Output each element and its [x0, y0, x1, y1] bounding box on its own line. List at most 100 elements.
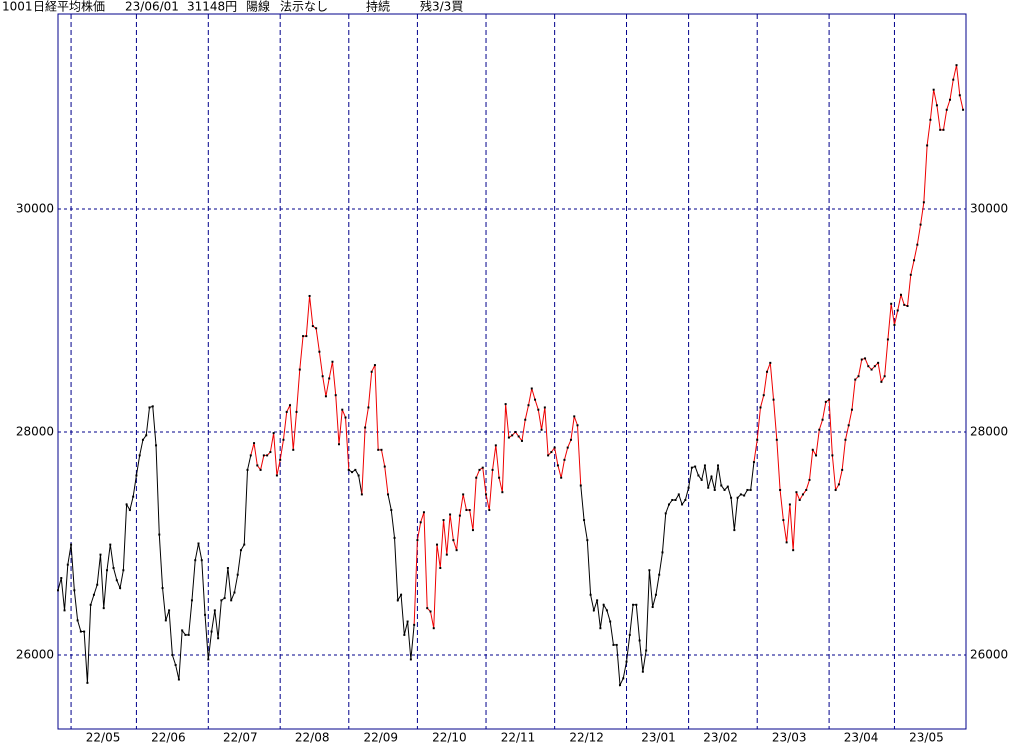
price-dot [351, 471, 354, 474]
price-dot [83, 630, 86, 633]
y-tick-label: 28000 [16, 424, 54, 438]
price-dot [449, 513, 452, 516]
price-dot [710, 475, 713, 478]
price-dot [298, 368, 301, 371]
price-dot [684, 498, 687, 501]
price-dot [135, 474, 138, 477]
price-dot [331, 360, 334, 363]
price-dot [609, 620, 612, 623]
price-dot [919, 223, 922, 226]
price-dot [530, 387, 533, 390]
price-line [250, 295, 350, 476]
price-dot [717, 464, 720, 467]
price-dot [733, 529, 736, 532]
price-dot [344, 416, 347, 419]
price-dot [181, 629, 184, 632]
price-dot [677, 493, 680, 496]
price-dot [360, 493, 363, 496]
price-dot [439, 567, 442, 570]
price-dot [818, 428, 821, 431]
price-dot [932, 88, 935, 91]
price-dot [615, 643, 618, 646]
price-dot [220, 599, 223, 602]
price-dot [373, 364, 376, 367]
price-dot [367, 406, 370, 409]
price-dot [282, 438, 285, 441]
price-dot [654, 593, 657, 596]
price-dot [726, 485, 729, 488]
price-dot [171, 653, 174, 656]
price-dot [387, 493, 390, 496]
price-dot [821, 418, 824, 421]
price-dot [870, 368, 873, 371]
price-dot [249, 454, 252, 457]
price-dot [115, 579, 118, 582]
price-dot [194, 559, 197, 562]
price-dot [70, 543, 73, 546]
price-dot [141, 438, 144, 441]
price-dot [899, 293, 902, 296]
price-dot [795, 491, 798, 494]
price-dot [419, 521, 422, 524]
price-dot [86, 681, 89, 684]
price-dot [658, 573, 661, 576]
price-dot [667, 503, 670, 506]
price-dot [661, 551, 664, 554]
price-dot [462, 493, 465, 496]
price-dot [266, 454, 269, 457]
price-dot [945, 108, 948, 111]
price-dot [507, 436, 510, 439]
price-dot [520, 439, 523, 442]
price-dot [106, 569, 109, 572]
price-dot [76, 619, 79, 622]
price-dot [556, 464, 559, 467]
price-dot [798, 498, 801, 501]
price-dot [122, 569, 125, 572]
price-dot [308, 294, 311, 297]
price-line [387, 494, 415, 660]
price-dot [471, 529, 474, 532]
price-dot [700, 478, 703, 481]
price-dot [174, 664, 177, 667]
price-dot [831, 454, 834, 457]
price-line [413, 388, 582, 629]
price-dot [200, 559, 203, 562]
plot-frame [57, 13, 967, 730]
x-tick-label: 23/05 [909, 731, 944, 745]
price-dot [109, 543, 112, 546]
price-dot [929, 118, 932, 121]
price-line [348, 469, 363, 495]
header-text: 法示なし [280, 0, 328, 14]
price-dot [909, 273, 912, 276]
price-dot [243, 543, 246, 546]
price-dot [458, 514, 461, 517]
price-dot [341, 408, 344, 411]
price-dot [628, 633, 631, 636]
price-dot [485, 493, 488, 496]
price-dot [204, 613, 207, 616]
price-dot [315, 327, 318, 330]
price-dot [886, 338, 889, 341]
price-dot [125, 503, 128, 506]
price-dot [779, 488, 782, 491]
price-dot [501, 491, 504, 494]
header-text: 残3/3買 [420, 0, 463, 14]
price-dot [295, 410, 298, 413]
price-dot [599, 627, 602, 630]
price-dot [190, 599, 193, 602]
price-dot [334, 394, 337, 397]
price-dot [962, 108, 965, 111]
price-dot [96, 583, 99, 586]
x-tick-label: 22/09 [363, 731, 398, 745]
price-line [57, 405, 252, 683]
price-dot [896, 309, 899, 312]
price-dot [148, 406, 151, 409]
price-dot [426, 607, 429, 610]
price-dot [89, 603, 92, 606]
price-dot [847, 424, 850, 427]
price-dot [602, 603, 605, 606]
price-dot [612, 643, 615, 646]
price-dot [138, 454, 141, 457]
header-text: 持続 [366, 0, 390, 14]
